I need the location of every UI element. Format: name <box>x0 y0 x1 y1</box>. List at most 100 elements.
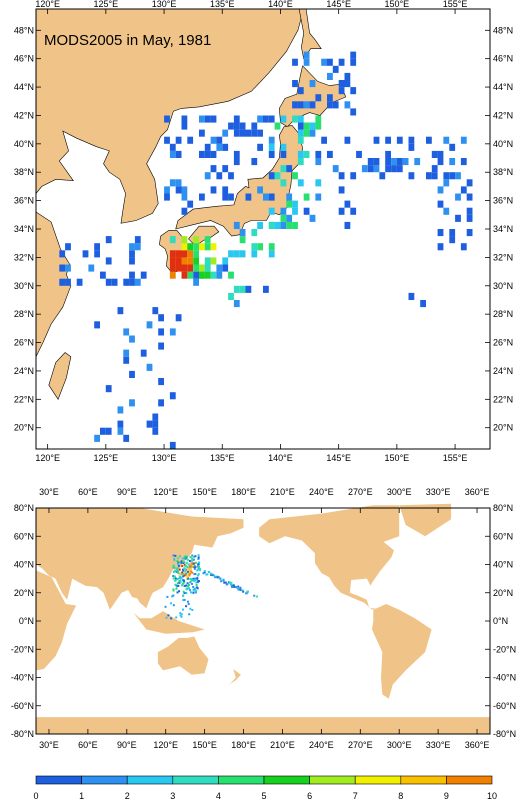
global-longitude-ticks: 30°E 30°E 60°E 60°E 90°E 90°E 120°E 120°E 150°E 1… <box>39 487 489 750</box>
global-obs-cell <box>190 579 193 582</box>
colorbar-boxes <box>35 775 493 785</box>
obs-cell <box>164 136 170 144</box>
lat-tick-left: 32°N <box>14 252 34 262</box>
global-lon-tick-top: 210°E <box>270 487 295 497</box>
obs-cell <box>129 257 135 265</box>
global-obs-cell <box>193 565 196 567</box>
obs-cell <box>169 392 176 400</box>
obs-cell <box>152 420 159 428</box>
obs-cell <box>169 250 176 258</box>
obs-cell <box>210 136 217 144</box>
obs-cell <box>268 193 275 201</box>
obs-cell <box>466 229 473 237</box>
obs-cell <box>361 165 368 173</box>
obs-cell <box>309 101 316 109</box>
obs-cell <box>466 179 473 187</box>
global-obs-cell <box>189 564 192 567</box>
obs-cell <box>268 172 275 180</box>
global-lat-tick-right: -40°N <box>493 673 516 683</box>
obs-cell <box>228 193 234 201</box>
obs-cell <box>385 158 391 166</box>
global-obs-cell <box>182 599 185 602</box>
global-obs-cell <box>197 573 200 576</box>
global-obs-cell <box>175 616 178 619</box>
obs-cell <box>257 186 263 194</box>
obs-cell <box>59 278 66 286</box>
global-lat-tick-left: 80°N <box>14 503 34 513</box>
lat-tick-right: 24°N <box>493 366 513 376</box>
obs-cell <box>245 193 252 201</box>
global-obs-cell <box>255 595 258 598</box>
global-lon-tick-bottom: 30°E <box>39 740 59 750</box>
global-obs-cell <box>188 613 191 616</box>
obs-cell <box>175 179 182 187</box>
global-obs-cell <box>233 585 236 588</box>
world-land-mask <box>36 503 490 734</box>
global-obs-cell <box>172 589 175 592</box>
global-obs-cell <box>253 594 256 597</box>
obs-cell <box>228 271 234 279</box>
colorbar-label: 2 <box>125 791 130 801</box>
obs-cell <box>350 207 357 215</box>
global-obs-cell <box>174 575 176 578</box>
global-obs-cell <box>173 559 176 562</box>
obs-cell <box>199 271 205 279</box>
obs-cell <box>111 278 118 286</box>
obs-cell <box>222 257 229 265</box>
obs-cell <box>204 172 211 180</box>
obs-cell <box>373 165 380 173</box>
lon-tick-top: 125°E <box>94 0 119 9</box>
global-obs-cell <box>184 555 187 558</box>
obs-cell <box>222 129 229 137</box>
obs-cell <box>129 250 135 258</box>
global-lon-tick-bottom: 300°E <box>387 740 412 750</box>
global-obs-cell <box>187 587 189 590</box>
obs-cell <box>222 264 229 272</box>
obs-cell <box>437 200 444 208</box>
lon-tick-top: 135°E <box>210 0 235 9</box>
global-obs-cell <box>182 575 185 578</box>
global-obs-cell <box>210 574 213 576</box>
obs-cell <box>175 250 182 258</box>
obs-cell <box>123 349 130 357</box>
global-obs-cell <box>189 589 192 592</box>
obs-cell <box>303 207 310 215</box>
global-obs-cell <box>192 591 195 594</box>
obs-cell <box>449 158 456 166</box>
taiwan <box>48 352 72 400</box>
colorbar-label: 8 <box>398 791 403 801</box>
lat-tick-left: 34°N <box>14 224 34 234</box>
obs-cell <box>129 335 135 343</box>
global-obs-cell <box>174 583 177 586</box>
colorbar-label: 6 <box>307 791 312 801</box>
obs-cell <box>169 143 176 151</box>
obs-cell <box>204 150 211 158</box>
obs-cell <box>338 172 345 180</box>
obs-cell <box>117 307 124 315</box>
global-obs-cell <box>247 590 249 593</box>
obs-cell <box>222 143 229 151</box>
global-obs-cell <box>234 586 237 588</box>
global-obs-cell <box>193 587 196 590</box>
obs-cell <box>239 285 246 293</box>
obs-cell <box>408 136 415 144</box>
obs-cell <box>146 420 153 428</box>
global-obs-cell <box>177 571 180 574</box>
obs-cell <box>303 101 310 109</box>
latitude-ticks: 20°N 20°N 22°N 22°N 24°N 24°N 26°N 26°N 28°N 28°N… <box>14 25 513 432</box>
global-lat-tick-left: 20°N <box>14 588 34 598</box>
lon-tick-top: 150°E <box>385 0 410 9</box>
obs-cell <box>158 342 164 350</box>
global-obs-cell <box>187 563 190 566</box>
obs-cell <box>210 115 217 123</box>
colorbar-box <box>172 775 219 785</box>
obs-cell <box>431 172 438 180</box>
colorbar-box <box>400 775 447 785</box>
obs-cell <box>129 271 135 279</box>
global-obs-cell <box>194 577 197 580</box>
obs-cell <box>460 243 467 251</box>
global-obs-cell <box>183 567 186 570</box>
obs-cell <box>204 143 211 151</box>
obs-cell <box>350 108 357 116</box>
global-lon-tick-top: 180°E <box>231 487 256 497</box>
